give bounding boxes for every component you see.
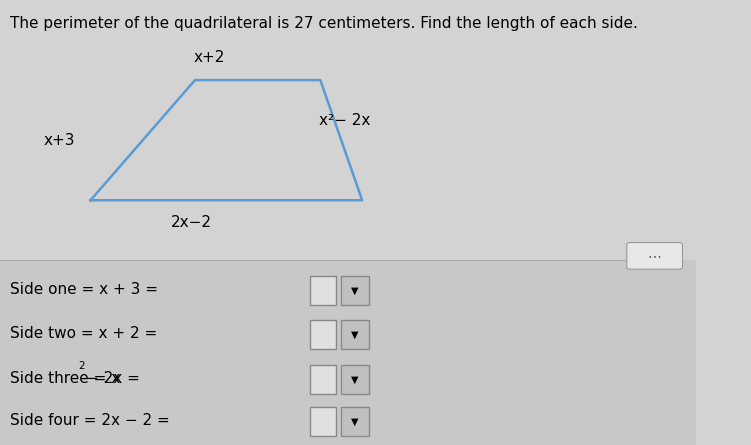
FancyBboxPatch shape <box>341 320 369 349</box>
Text: Side two = x + 2 =: Side two = x + 2 = <box>11 326 158 341</box>
Text: x²− 2x: x²− 2x <box>319 113 370 128</box>
Text: ⋯: ⋯ <box>647 249 662 263</box>
Text: 2x−2: 2x−2 <box>171 215 212 230</box>
Text: ▼: ▼ <box>351 374 359 384</box>
Text: Side four = 2x − 2 =: Side four = 2x − 2 = <box>11 413 170 428</box>
Text: ▼: ▼ <box>351 417 359 427</box>
FancyBboxPatch shape <box>310 407 336 436</box>
FancyBboxPatch shape <box>627 243 683 269</box>
FancyBboxPatch shape <box>341 276 369 305</box>
FancyBboxPatch shape <box>310 365 336 394</box>
FancyBboxPatch shape <box>341 407 369 436</box>
FancyBboxPatch shape <box>310 320 336 349</box>
FancyBboxPatch shape <box>0 260 696 445</box>
Text: ▼: ▼ <box>351 285 359 295</box>
FancyBboxPatch shape <box>341 365 369 394</box>
Text: 2: 2 <box>78 361 85 371</box>
Text: Side one = x + 3 =: Side one = x + 3 = <box>11 282 158 297</box>
Text: x+2: x+2 <box>193 50 225 65</box>
Text: ▼: ▼ <box>351 330 359 340</box>
Text: x+3: x+3 <box>44 133 75 148</box>
Text: The perimeter of the quadrilateral is 27 centimeters. Find the length of each si: The perimeter of the quadrilateral is 27… <box>11 16 638 31</box>
Text: Side three = x: Side three = x <box>11 371 121 386</box>
FancyBboxPatch shape <box>310 276 336 305</box>
Text: − 2x =: − 2x = <box>86 371 140 386</box>
